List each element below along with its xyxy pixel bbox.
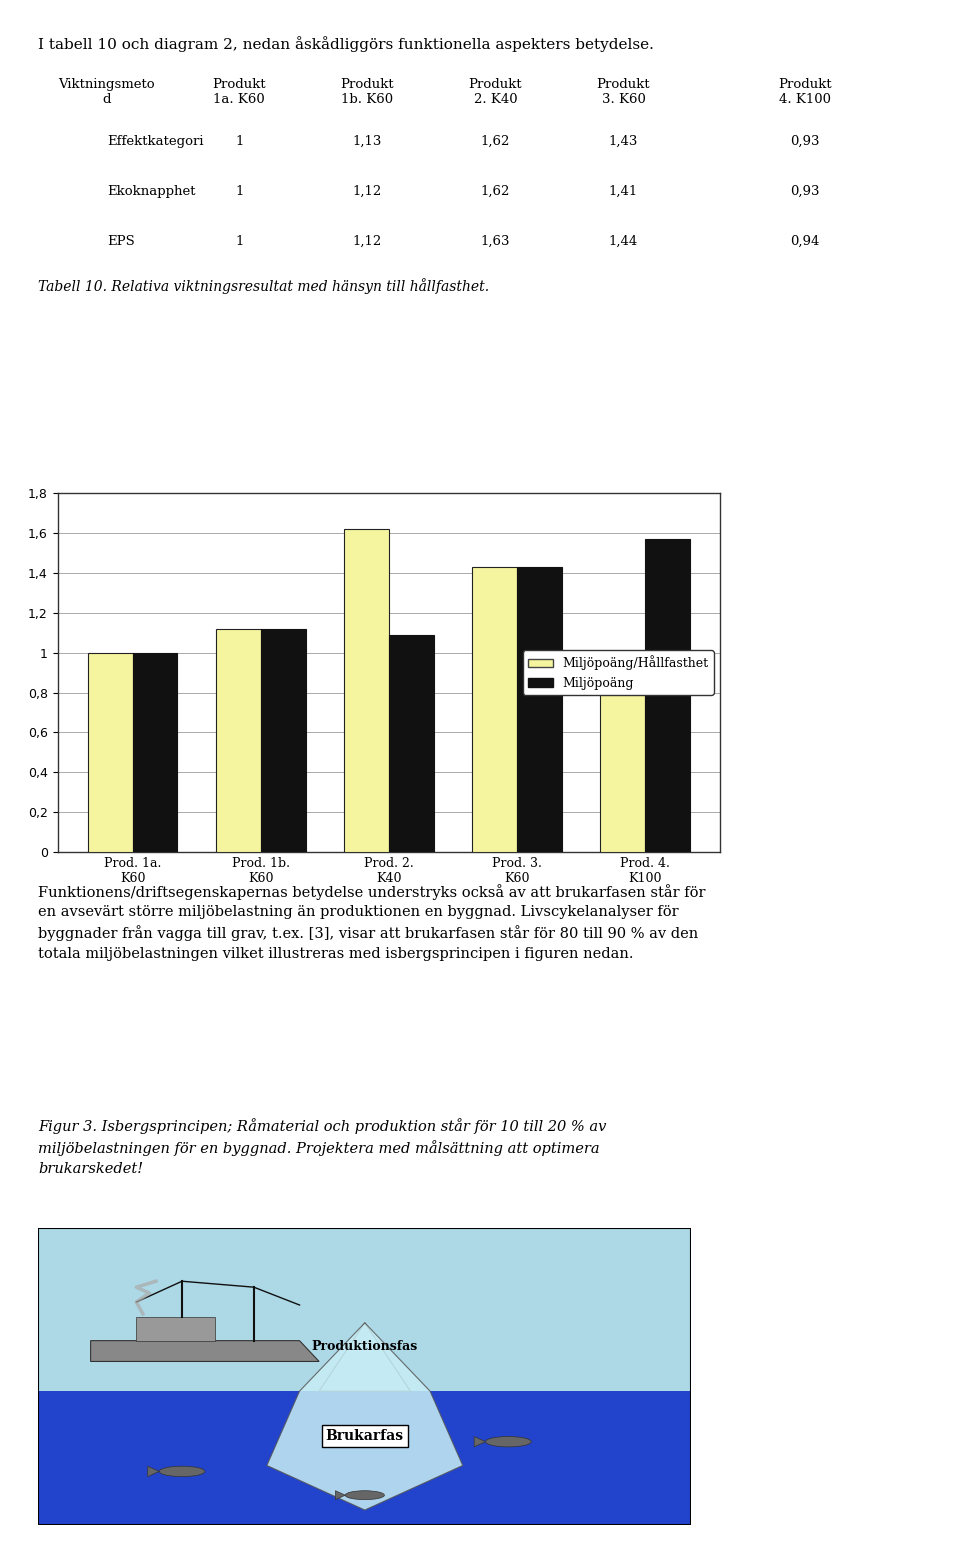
Text: Produkt
4. K100: Produkt 4. K100 (778, 78, 831, 106)
Text: 1: 1 (235, 185, 244, 199)
Text: Figur 3. Isbergsprincipen; Råmaterial och produktion står för 10 till 20 % av
mi: Figur 3. Isbergsprincipen; Råmaterial oc… (38, 1118, 607, 1176)
Text: Produkt
1a. K60: Produkt 1a. K60 (212, 78, 266, 106)
Bar (389, 635, 434, 852)
Bar (645, 538, 690, 852)
Bar (600, 663, 645, 852)
Text: 1,63: 1,63 (481, 235, 510, 247)
Text: 0,93: 0,93 (790, 185, 819, 199)
Text: Brukarfas: Brukarfas (325, 1429, 404, 1442)
Bar (38, 1228, 691, 1392)
Bar (261, 629, 305, 852)
Text: 1: 1 (235, 235, 244, 247)
Polygon shape (319, 1323, 411, 1392)
Text: Tabell 10. Relativa viktningsresultat med hänsyn till hållfasthet.: Tabell 10. Relativa viktningsresultat me… (38, 278, 490, 294)
Polygon shape (335, 1490, 346, 1500)
Ellipse shape (486, 1436, 531, 1447)
Bar (472, 566, 516, 852)
Text: Produkt
3. K60: Produkt 3. K60 (597, 78, 650, 106)
Text: 1,41: 1,41 (609, 185, 638, 199)
Text: 1,44: 1,44 (609, 235, 638, 247)
Bar (38, 1392, 691, 1525)
Ellipse shape (159, 1465, 204, 1476)
Ellipse shape (346, 1490, 384, 1500)
Text: 1,13: 1,13 (352, 135, 382, 149)
Text: 1,12: 1,12 (352, 235, 382, 247)
Text: Produkt
1b. K60: Produkt 1b. K60 (341, 78, 395, 106)
Bar (516, 566, 562, 852)
Text: 1,62: 1,62 (481, 135, 510, 149)
Text: EPS: EPS (107, 235, 134, 247)
Text: 1,12: 1,12 (352, 185, 382, 199)
Text: Ekoknapphet: Ekoknapphet (107, 185, 195, 199)
Legend: Miljöpoäng/Hållfasthet, Miljöpoäng: Miljöpoäng/Hållfasthet, Miljöpoäng (522, 651, 713, 694)
Text: 0,93: 0,93 (790, 135, 819, 149)
Polygon shape (90, 1340, 319, 1361)
Bar (87, 652, 132, 852)
Text: Funktionens/driftsegenskapernas betydelse understryks också av att brukarfasen s: Funktionens/driftsegenskapernas betydels… (38, 884, 706, 960)
Text: Effektkategori: Effektkategori (107, 135, 204, 149)
Polygon shape (474, 1436, 486, 1447)
Bar (216, 629, 261, 852)
Text: Viktningsmeto
d: Viktningsmeto d (59, 78, 156, 106)
Text: 1,62: 1,62 (481, 185, 510, 199)
Text: Produktionsfas: Produktionsfas (312, 1340, 418, 1353)
Bar (344, 529, 389, 852)
Bar (136, 1317, 215, 1340)
Text: 1,43: 1,43 (609, 135, 638, 149)
Text: Produkt
2. K40: Produkt 2. K40 (468, 78, 522, 106)
Text: 1: 1 (235, 135, 244, 149)
Bar (132, 652, 178, 852)
Text: 0,94: 0,94 (790, 235, 819, 247)
Polygon shape (267, 1323, 463, 1511)
Polygon shape (148, 1465, 159, 1476)
Text: I tabell 10 och diagram 2, nedan åskådliggörs funktionella aspekters betydelse.: I tabell 10 och diagram 2, nedan åskådli… (38, 36, 655, 52)
